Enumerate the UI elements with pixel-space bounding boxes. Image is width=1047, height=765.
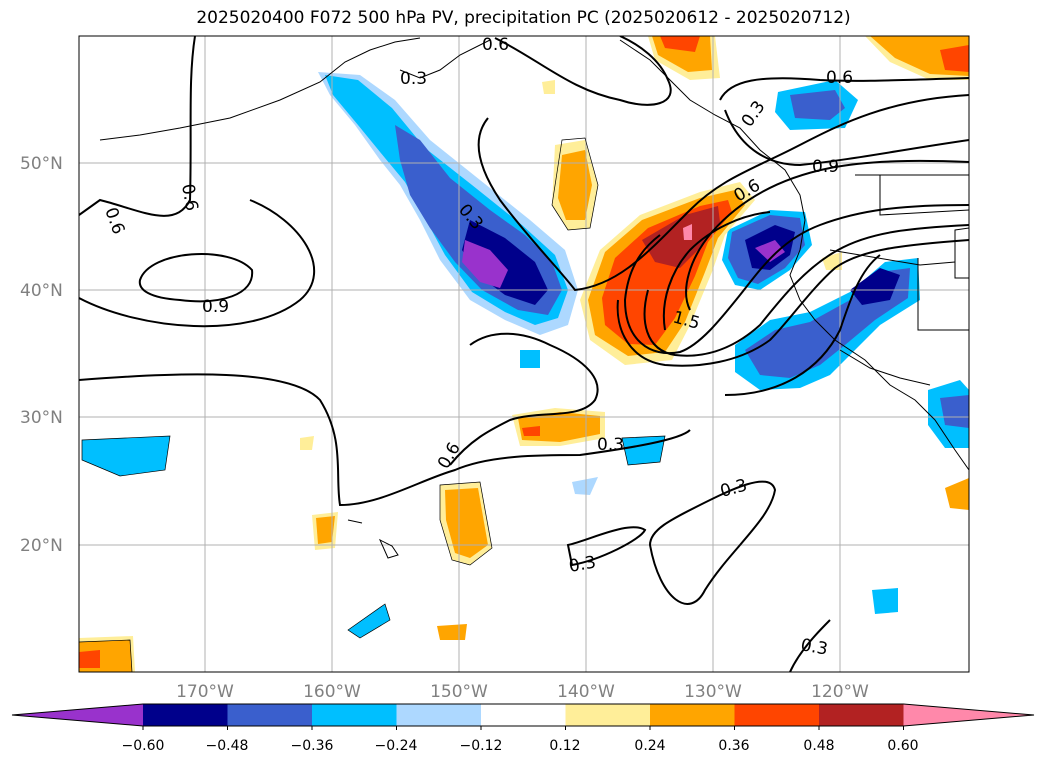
lon-label: 120°W [811,682,869,702]
contour-label: 0.3 [718,476,749,502]
contour-label: 0.3 [738,97,770,131]
latitude-labels: 50°N 40°N 30°N 20°N [20,154,63,556]
contour-label: 0.9 [812,157,839,177]
lon-label: 170°W [176,682,234,702]
colorbar-segment [143,704,228,726]
colorbar-segment [481,704,566,726]
lat-label: 20°N [20,536,63,556]
lon-label: 160°W [303,682,361,702]
colorbar-segment [12,704,143,726]
colorbar-tick-label: −0.12 [460,738,503,754]
lon-label: 130°W [684,682,742,702]
colorbar [11,703,1035,730]
contour-label: 0.6 [100,205,128,237]
colorbar-tick-label: −0.36 [291,738,334,754]
colorbar-segment [396,704,482,726]
colorbar-tick-label: 0.60 [887,738,918,754]
contour-label: 0.3 [567,553,597,577]
lat-label: 30°N [20,408,63,428]
pv-contours [79,36,969,672]
map-area: 0.6 0.3 0.6 0.6 0.9 0.6 0.9 0.3 0.6 0.3 … [79,35,969,672]
contour-label: 0.6 [177,182,201,212]
colorbar-segment [650,704,735,726]
contour-label: 0.6 [482,35,509,55]
colorbar-tick-label: −0.60 [122,738,165,754]
colorbar-tick-label: 0.48 [803,738,834,754]
map-frame [78,35,970,673]
colorbar-tick-label: 0.12 [549,738,580,754]
lon-label: 140°W [557,682,615,702]
precip-outlines [79,137,666,672]
longitude-labels: 170°W 160°W 150°W 140°W 130°W 120°W [176,682,869,702]
colorbar-tick-labels: −0.60 −0.48 −0.36 −0.24 −0.12 0.12 0.24 … [122,738,919,754]
colorbar-tick-label: 0.36 [718,738,749,754]
figure-title: 2025020400 F072 500 hPa PV, precipitatio… [196,8,851,28]
colorbar-segment [734,704,820,726]
colorbar-tick-label: 0.24 [634,738,665,754]
colorbar-segment [565,704,651,726]
colorbar-segment [819,704,904,726]
contour-label: 0.9 [202,297,229,317]
lon-label: 150°W [430,682,488,702]
colorbar-tick-label: −0.48 [206,738,249,754]
contour-label: 0.3 [597,435,624,455]
colorbar-segment [312,704,397,726]
lat-label: 40°N [20,281,63,301]
contour-label: 0.3 [400,69,427,89]
colorbar-segment [227,704,313,726]
colorbar-tick-label: −0.24 [375,738,418,754]
contour-label: 0.6 [826,68,853,88]
colorbar-segment [903,704,1034,726]
contour-label: 0.3 [799,635,829,659]
lat-label: 50°N [20,154,63,174]
precip-negative-fields [82,72,969,638]
